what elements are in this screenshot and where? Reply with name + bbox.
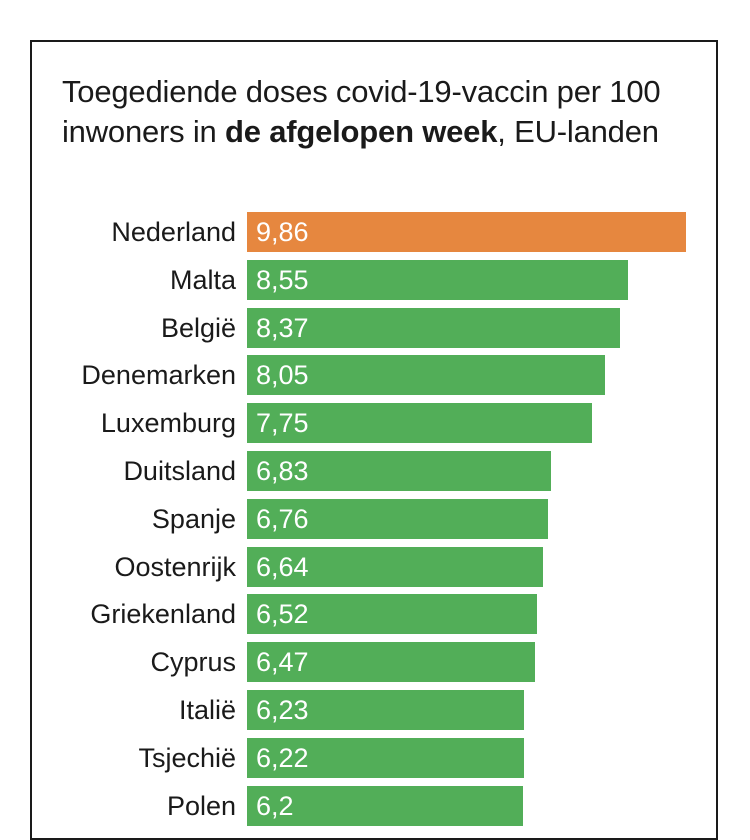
value-label-2: 8,37 [256, 312, 309, 343]
category-label-1: Malta [169, 264, 236, 295]
value-label-6: 6,76 [256, 503, 309, 534]
bar-5 [247, 451, 552, 491]
category-label-11: Tsjechië [138, 742, 236, 773]
category-label-4: Luxemburg [100, 408, 236, 439]
value-label-5: 6,83 [256, 456, 309, 486]
value-label-12: 6,2 [256, 790, 294, 821]
category-label-9: Cyprus [150, 647, 236, 678]
value-label-10: 6,23 [256, 695, 309, 725]
category-label-5: Duitsland [123, 456, 236, 486]
category-label-10: Italië [178, 695, 236, 725]
value-label-8: 6,52 [256, 599, 309, 630]
bar-3 [247, 355, 606, 396]
value-label-9: 6,47 [256, 647, 309, 678]
category-label-12: Polen [166, 790, 236, 821]
bar-11 [247, 737, 524, 778]
category-label-8: Griekenland [90, 599, 236, 630]
bar-chart: Nederland 9,86 Malta 8,55 België 8,37 Denemark… [81, 212, 686, 826]
bar-8 [247, 594, 538, 635]
category-label-7: Oostenrijk [114, 551, 236, 582]
bar-2 [247, 307, 620, 348]
category-label-6: Spanje [151, 503, 236, 534]
category-label-0: Nederland [111, 217, 236, 247]
bar-4 [247, 403, 593, 444]
category-label-2: België [160, 312, 236, 343]
value-label-0: 9,86 [256, 217, 309, 247]
bar-6 [247, 498, 548, 539]
category-label-3: Denemarken [81, 360, 236, 391]
value-label-4: 7,75 [256, 408, 309, 439]
bar-9 [247, 642, 536, 683]
value-label-11: 6,22 [256, 742, 309, 773]
value-label-7: 6,64 [256, 551, 309, 582]
bar-7 [247, 546, 543, 587]
value-label-1: 8,55 [256, 264, 309, 295]
bar-10 [247, 690, 525, 730]
bar-0 [247, 212, 686, 252]
value-label-3: 8,05 [256, 360, 309, 391]
bar-1 [247, 259, 628, 300]
chart-title: Toegediende doses covid-19-vaccin per 10… [62, 74, 661, 149]
